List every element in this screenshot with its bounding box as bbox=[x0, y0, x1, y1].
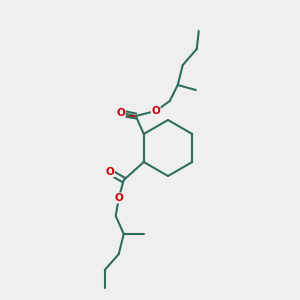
Text: O: O bbox=[114, 193, 123, 203]
Text: O: O bbox=[152, 106, 160, 116]
Text: O: O bbox=[105, 167, 114, 177]
Text: O: O bbox=[116, 108, 125, 118]
